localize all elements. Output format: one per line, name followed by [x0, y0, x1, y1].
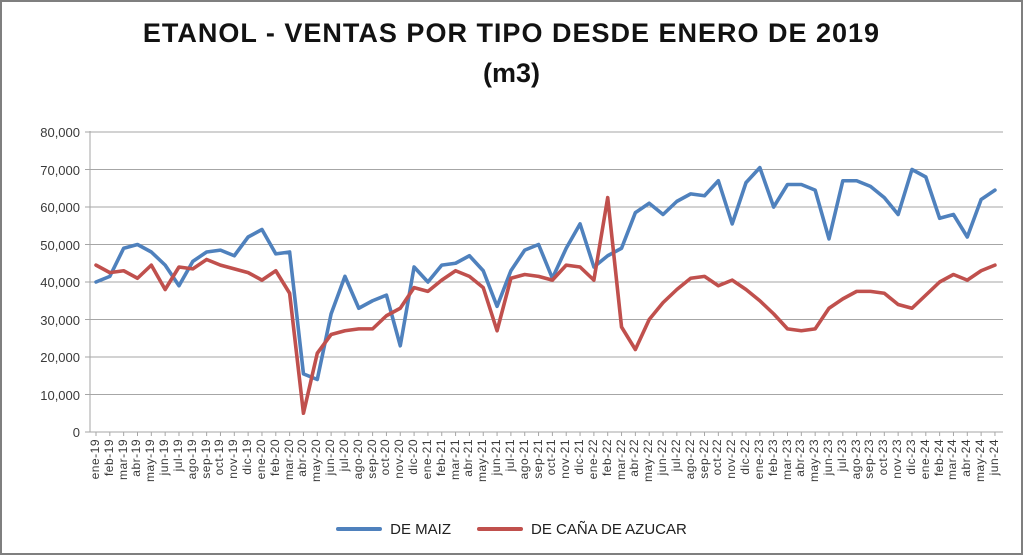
x-axis-label: jul-21	[502, 439, 517, 472]
x-axis-label: may-21	[475, 439, 490, 483]
chart-title: ETANOL - VENTAS POR TIPO DESDE ENERO DE …	[142, 18, 881, 48]
x-axis-label: jun-19	[157, 439, 172, 476]
x-axis-label: ene-24	[917, 439, 932, 480]
x-axis-label: nov-20	[392, 439, 407, 479]
y-axis-label: 30,000	[40, 312, 80, 328]
x-axis-label: jul-23	[834, 439, 849, 472]
series-lines	[94, 165, 997, 416]
legend: DE MAIZ DE CAÑA DE AZUCAR	[2, 515, 1021, 543]
x-axis-label: ago-19	[184, 439, 199, 480]
x-axis-label: feb-21	[433, 439, 448, 477]
x-axis-label: dic-20	[406, 439, 421, 475]
y-axis-label: 20,000	[40, 350, 80, 365]
x-axis-label: jun-22	[655, 439, 670, 476]
legend-item-de-maiz: DE MAIZ	[336, 521, 451, 538]
x-axis-label: jun-20	[323, 439, 338, 476]
x-axis-label: jul-22	[668, 439, 683, 472]
x-axis-label: ene-22	[585, 439, 600, 480]
x-axis-label: dic-23	[903, 439, 918, 475]
y-axis-label: 0	[72, 425, 80, 440]
x-axis-label: ago-21	[516, 439, 531, 480]
legend-line-swatch-cana	[476, 526, 523, 532]
legend-line-swatch-maiz	[336, 526, 383, 532]
x-axis-label: dic-21	[572, 439, 587, 475]
legend-item-de-cana: DE CAÑA DE AZUCAR	[476, 520, 687, 538]
x-axis-label: feb-20	[267, 439, 282, 477]
x-axis-label: nov-21	[558, 439, 573, 479]
x-axis-label: jul-20	[336, 439, 351, 472]
x-axis-label: ene-23	[751, 439, 766, 480]
chart-subtitle: (m3)	[482, 58, 540, 88]
x-axis-label: jun-21	[489, 439, 504, 476]
axis-ticks	[85, 131, 996, 436]
x-axis-label: feb-22	[599, 439, 614, 477]
x-axis-label: ago-20	[350, 439, 365, 480]
x-axis-label: ene-21	[419, 439, 434, 480]
x-axis-label: jul-19	[170, 439, 185, 472]
x-axis-label: ene-19	[88, 439, 102, 480]
legend-label: DE CAÑA DE AZUCAR	[530, 520, 687, 538]
x-axis-label: jun-24	[986, 439, 1001, 476]
x-axis-label: ene-20	[253, 439, 268, 480]
x-axis-label: feb-19	[101, 439, 116, 477]
y-axis-label: 10,000	[40, 387, 80, 403]
y-axis-label: 40,000	[40, 275, 80, 290]
legend-label: DE MAIZ	[390, 520, 451, 538]
x-axis-label: may-24	[973, 439, 988, 483]
gridlines	[90, 131, 1003, 433]
y-axis-label: 70,000	[40, 162, 80, 178]
series-line-de-ca-a-de-azucar	[94, 195, 997, 416]
x-axis-label: ago-22	[682, 439, 697, 480]
x-axis-label: may-22	[641, 439, 656, 483]
x-axis-label: jun-23	[820, 439, 835, 476]
x-axis-label: dic-22	[738, 439, 752, 475]
x-axis-label: feb-23	[765, 439, 780, 477]
series-line-de-maiz	[94, 165, 997, 382]
y-axis-label: 50,000	[40, 237, 80, 253]
x-axis-label: dic-19	[240, 439, 255, 475]
x-axis-label: may-23	[807, 439, 822, 483]
x-axis-label: nov-23	[890, 439, 905, 479]
y-axis-label: 80,000	[40, 125, 80, 140]
x-axis-label: nov-22	[724, 439, 739, 479]
y-axis-label: 60,000	[40, 200, 80, 215]
